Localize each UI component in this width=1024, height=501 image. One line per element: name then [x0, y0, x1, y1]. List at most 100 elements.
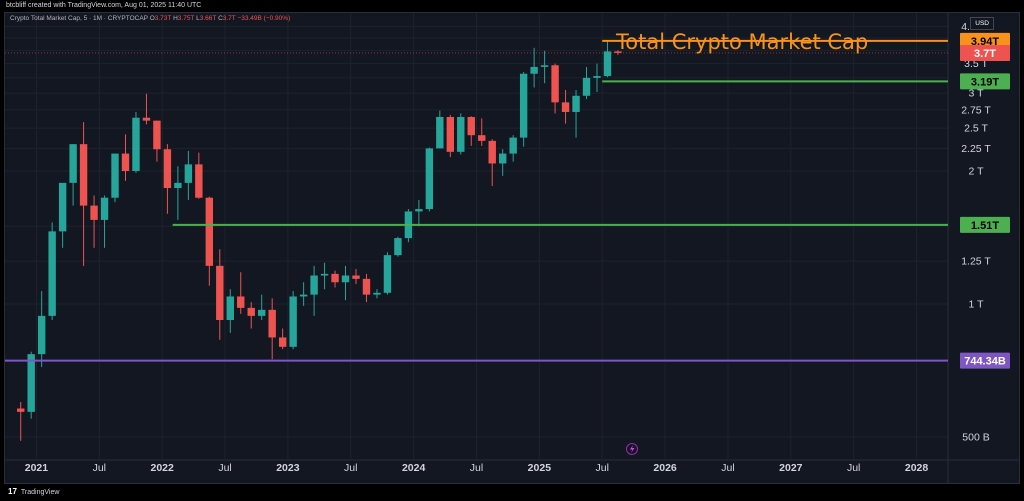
- x-tick-label: 2024: [402, 462, 426, 474]
- x-tick-label: 2026: [653, 462, 677, 474]
- symbol-name: Crypto Total Market Cap, 5 · 1M · CRYPTO…: [10, 15, 148, 22]
- candle-body: [111, 153, 119, 198]
- last-price-label: 3.7T: [974, 48, 996, 60]
- level-price-label: 744.34B: [964, 356, 1006, 368]
- close-value: 3.7T: [222, 15, 236, 22]
- x-tick-label: 2027: [779, 462, 803, 474]
- candle-body: [383, 255, 392, 293]
- footer-brand: TradingView: [20, 489, 60, 496]
- candle-body: [561, 102, 570, 112]
- lightning-icon: [630, 445, 635, 453]
- open-label: O: [149, 15, 155, 22]
- candle-body: [27, 354, 35, 412]
- candle-body: [90, 205, 98, 220]
- candle-body: [582, 77, 591, 96]
- candle-body: [278, 337, 287, 347]
- candle-body: [341, 275, 350, 283]
- top-attribution-bar: btcbliff created with TradingView.com, A…: [0, 0, 1024, 12]
- close-label: C: [218, 15, 223, 22]
- footer-bar: 17 TradingView: [0, 484, 1024, 500]
- x-tick-label: Jul: [470, 462, 483, 474]
- candle-body: [184, 164, 193, 183]
- candle-body: [488, 140, 496, 164]
- y-tick-label: 2.5 T: [964, 123, 988, 135]
- x-tick-label: Jul: [344, 462, 357, 474]
- x-tick-label: 2023: [276, 462, 300, 474]
- candle-body: [100, 197, 109, 220]
- candle-body: [310, 275, 318, 295]
- y-tick-label: 2.25 T: [961, 143, 991, 155]
- low-label: L: [196, 15, 200, 22]
- candle-body: [478, 135, 486, 141]
- candle-body: [425, 148, 434, 210]
- candle-body: [121, 153, 130, 171]
- candle-body: [362, 278, 371, 295]
- candle-body: [216, 265, 224, 320]
- lightning-icon: [626, 443, 638, 455]
- candle-body: [352, 275, 360, 279]
- symbol-legend: Crypto Total Market Cap, 5 · 1M · CRYPTO…: [10, 15, 290, 22]
- attribution-text: btcbliff created with TradingView.com, A…: [6, 2, 202, 9]
- level-price-label: 1.51T: [971, 220, 999, 232]
- chart-title: Total Crypto Market Cap: [616, 30, 869, 54]
- candle-body: [572, 95, 580, 112]
- candle-body: [247, 307, 255, 316]
- candle-body: [69, 144, 77, 183]
- level-price-tag: [960, 216, 1010, 233]
- candle-body: [174, 182, 182, 189]
- level-price-label: 3.94T: [971, 36, 999, 48]
- candle-body: [289, 296, 297, 347]
- candle-body: [603, 51, 612, 77]
- candle-body: [226, 296, 234, 320]
- last-price-tag: [960, 44, 1010, 61]
- level-price-tag: [960, 352, 1010, 369]
- currency-button[interactable]: USD: [970, 17, 994, 30]
- candle-body: [320, 273, 329, 276]
- y-tick-label: 1.25 T: [961, 256, 991, 268]
- candle-body: [195, 164, 203, 198]
- y-tick-label: 2.75 T: [961, 104, 991, 116]
- candle-body: [48, 231, 56, 316]
- candle-body: [540, 65, 549, 67]
- candle-body: [519, 73, 528, 138]
- candle-body: [132, 117, 140, 171]
- high-label: H: [173, 15, 178, 22]
- candle-body: [614, 51, 622, 53]
- x-tick-label: 2021: [25, 462, 49, 474]
- candle-body: [205, 197, 214, 266]
- candle-body: [17, 408, 25, 412]
- candle-body: [530, 66, 538, 74]
- candle-body: [163, 149, 172, 189]
- chart-panel[interactable]: [4, 12, 1020, 484]
- candle-body: [498, 153, 507, 164]
- candle-body: [37, 315, 46, 355]
- candle-body: [446, 116, 455, 152]
- candle-body: [237, 296, 245, 308]
- x-tick-label: Jul: [721, 462, 734, 474]
- candle-body: [299, 294, 308, 297]
- high-value: 3.75T: [177, 15, 195, 22]
- candle-body: [467, 116, 475, 136]
- candle-body: [415, 209, 423, 212]
- candle-body: [142, 117, 151, 121]
- level-price-tag: [960, 73, 1010, 90]
- candle-body: [394, 238, 402, 256]
- candle-body: [373, 292, 381, 295]
- candle-body: [153, 120, 161, 150]
- candle-body: [268, 309, 276, 338]
- open-value: 3.73T: [154, 15, 172, 22]
- candle-body: [593, 76, 601, 78]
- tradingview-logo-icon: 17: [8, 487, 17, 496]
- candle-body: [551, 65, 559, 103]
- x-tick-label: 2022: [150, 462, 174, 474]
- y-tick-label: 3 T: [969, 88, 985, 100]
- candle-body: [58, 182, 67, 232]
- candle-body: [331, 273, 339, 283]
- candle-body: [457, 116, 465, 152]
- level-price-tag: [960, 32, 1010, 49]
- y-tick-label: 3.5 T: [964, 58, 988, 70]
- candle-body: [258, 309, 266, 316]
- candle-body: [509, 137, 517, 154]
- x-tick-label: 2025: [528, 462, 552, 474]
